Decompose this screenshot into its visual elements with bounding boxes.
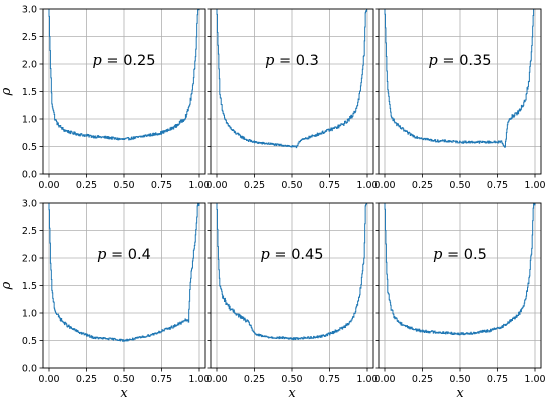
y-tick-label: 1.5	[22, 87, 37, 98]
y-tick-label: 3.0	[22, 4, 37, 15]
annotation-value: 0.3	[296, 53, 319, 69]
x-tick-label: 0.25	[76, 180, 97, 191]
x-axis-label: x	[120, 386, 128, 401]
y-tick-label: 2.5	[22, 32, 37, 43]
annotation-eq: =	[274, 53, 295, 69]
x-tick-label: 0.25	[244, 374, 265, 385]
y-tick-label: 1.0	[22, 114, 37, 125]
x-tick-label: 0.75	[319, 180, 340, 191]
panel-annotation: p = 0.45	[261, 247, 324, 263]
y-tick-label: 0.0	[22, 169, 37, 180]
y-tick-label: 0.5	[22, 336, 37, 347]
panel-5: 0.00 0.25 0.50 0.75 1.00 x p = 0.45	[206, 202, 378, 401]
panel-3: 0.00 0.25 0.50 0.75 1.00 p = 0.35	[374, 8, 546, 191]
annotation-var: p	[93, 53, 102, 69]
x-tick-label: 1.00	[524, 180, 545, 191]
x-tick-label: 0.50	[281, 374, 302, 385]
y-tick-label: 2.5	[22, 226, 37, 237]
annotation-eq: =	[438, 53, 459, 69]
series-line	[48, 203, 200, 342]
x-tick-label: 0.25	[244, 180, 265, 191]
annotation-value: 0.45	[291, 247, 323, 263]
x-tick-label: 0.75	[487, 374, 508, 385]
x-tick-label: 0.50	[449, 180, 470, 191]
x-tick-label: 0.25	[412, 374, 433, 385]
panel-annotation: p = 0.3	[265, 53, 319, 69]
y-tick-label: 2.0	[22, 59, 37, 70]
annotation-value: 0.35	[459, 53, 491, 69]
annotation-value: 0.25	[123, 53, 155, 69]
annotation-eq: =	[106, 247, 127, 263]
series-line	[384, 203, 536, 336]
panel-annotation: p = 0.35	[429, 53, 492, 69]
annotation-eq: =	[270, 247, 291, 263]
x-tick-label: 0.00	[38, 374, 59, 385]
x-tick-label: 0.00	[374, 180, 395, 191]
x-tick-label: 1.00	[188, 374, 209, 385]
y-axis-label: ρ	[0, 281, 14, 290]
y-tick-label: 2.0	[22, 253, 37, 264]
series-line	[48, 9, 200, 141]
x-tick-label: 0.75	[319, 374, 340, 385]
x-axis-label: x	[288, 386, 296, 401]
y-tick-label: 1.5	[22, 281, 37, 292]
x-tick-label: 1.00	[356, 374, 377, 385]
x-tick-label: 0.75	[487, 180, 508, 191]
series-line	[384, 9, 536, 148]
y-axis-label: ρ	[0, 87, 14, 96]
annotation-value: 0.5	[464, 247, 487, 263]
annotation-eq: =	[102, 53, 123, 69]
x-tick-label: 0.25	[412, 180, 433, 191]
x-axis-label: x	[456, 386, 464, 401]
y-tick-label: 1.0	[22, 308, 37, 319]
x-tick-label: 1.00	[188, 180, 209, 191]
annotation-var: p	[429, 53, 438, 69]
annotation-eq: =	[442, 247, 463, 263]
x-tick-label: 0.00	[38, 180, 59, 191]
y-tick-label: 0.0	[22, 363, 37, 374]
x-tick-label: 0.00	[206, 180, 227, 191]
x-tick-label: 1.00	[524, 374, 545, 385]
annotation-var: p	[261, 247, 270, 263]
panel-annotation: p = 0.5	[433, 247, 487, 263]
x-tick-label: 0.25	[76, 374, 97, 385]
annotation-var: p	[265, 53, 274, 69]
x-tick-label: 0.50	[449, 374, 470, 385]
annotation-var: p	[433, 247, 442, 263]
x-tick-label: 1.00	[356, 180, 377, 191]
panel-1: 0.00 0.25 0.50 0.75 1.00 0.0 0.5 1.0 1.5 2.0 2.5 3.…	[0, 4, 210, 191]
y-tick-label: 3.0	[22, 198, 37, 209]
panel-2: 0.00 0.25 0.50 0.75 1.00 p = 0.3	[206, 8, 378, 191]
series-line	[216, 9, 368, 149]
panel-annotation: p = 0.4	[97, 247, 151, 263]
x-tick-label: 0.75	[151, 180, 172, 191]
y-tick-label: 0.5	[22, 142, 37, 153]
panel-4: 0.00 0.25 0.50 0.75 1.00 0.0 0.5 1.0 1.5 2.0 2.5 3.…	[0, 198, 210, 401]
series-line	[216, 203, 368, 341]
x-tick-label: 0.75	[151, 374, 172, 385]
x-tick-label: 0.00	[374, 374, 395, 385]
annotation-var: p	[97, 247, 106, 263]
x-tick-label: 0.00	[206, 374, 227, 385]
x-tick-label: 0.50	[281, 180, 302, 191]
x-tick-label: 0.50	[113, 374, 134, 385]
panel-6: 0.00 0.25 0.50 0.75 1.00 x p = 0.5	[374, 202, 546, 401]
annotation-value: 0.4	[128, 247, 151, 263]
x-tick-label: 0.50	[113, 180, 134, 191]
panel-annotation: p = 0.25	[93, 53, 156, 69]
